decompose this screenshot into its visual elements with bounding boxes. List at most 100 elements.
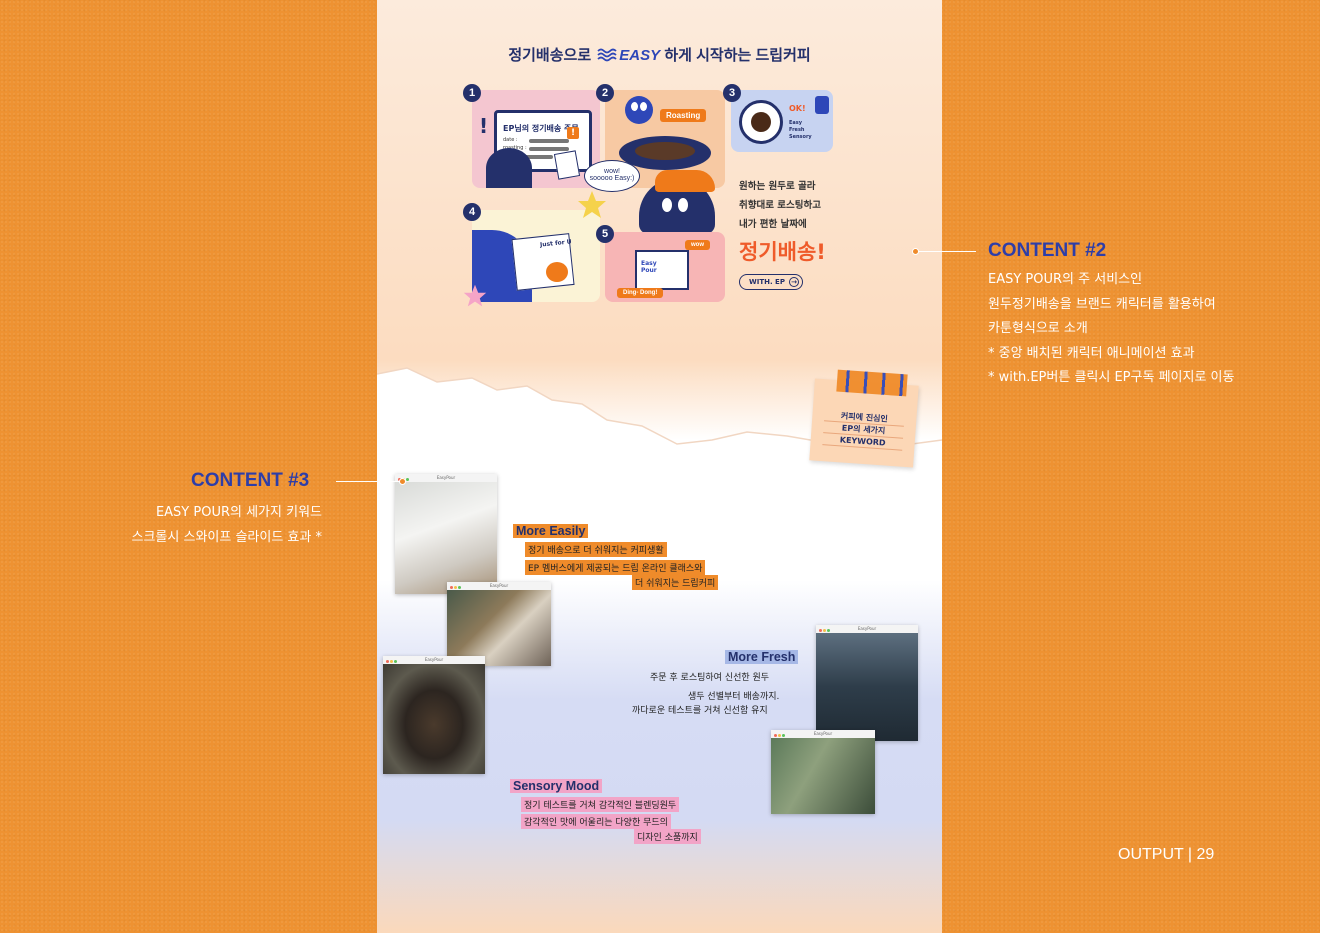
- comic-panel-4: Just for U: [472, 210, 600, 302]
- content2-line: EASY POUR의 주 서비스인: [988, 272, 1143, 287]
- checklist: Easy Fresh Sensory: [789, 120, 812, 141]
- window-dots: [819, 627, 831, 635]
- window-label: EasyPour: [424, 657, 444, 662]
- order-line: [529, 147, 569, 151]
- photo-window-dripper: EasyPour: [383, 656, 485, 774]
- photo-cup-on-table: [816, 633, 918, 741]
- photo-kettle-pour: [395, 482, 497, 594]
- page-footer: OUTPUT | 29: [1118, 846, 1215, 863]
- keyword-line: EP 멤버스에게 제공되는 드립 온라인 클래스와: [525, 560, 706, 575]
- keyword-sensory-mood: Sensory Mood: [510, 779, 603, 793]
- checklist-item: Sensory: [789, 134, 812, 140]
- wow-tag: wow: [685, 240, 710, 250]
- window-titlebar: EasyPour: [771, 730, 875, 738]
- window-dots: [450, 584, 462, 592]
- character-eye: [660, 196, 674, 214]
- character-eye: [676, 196, 690, 214]
- service-copy-line: 원하는 원두로 골라: [739, 181, 816, 192]
- receipt-icon: [553, 150, 581, 180]
- window-titlebar: EasyPour: [395, 474, 497, 482]
- delivery-box: [635, 250, 689, 290]
- with-ep-button[interactable]: WITH. EP →: [739, 274, 803, 290]
- title-text-after: 하게 시작하는 드립커피: [664, 47, 811, 64]
- keyword-line: 주문 후 로스팅하여 신선한 원두: [650, 673, 770, 683]
- photo-window-hand: EasyPour: [771, 730, 875, 814]
- alert-icon: !: [567, 127, 579, 139]
- character-eye: [640, 102, 647, 111]
- character-head: [486, 148, 532, 188]
- content2-line: * with.EP버튼 클릭시 EP구독 페이지로 이동: [988, 370, 1235, 385]
- panel-number-3: 3: [723, 84, 741, 102]
- content2-desc: EASY POUR의 주 서비스인 원두정기배송을 브랜드 캐릭터를 활용하여 …: [988, 268, 1234, 391]
- content2-line: * 중앙 배치된 캐릭터 애니메이션 효과: [988, 345, 1195, 361]
- content3-line: 스크롤시 스와이프 슬라이드 효과 *: [131, 529, 322, 545]
- content3-desc: EASY POUR의 세가지 키워드 스크롤시 스와이프 슬라이드 효과 *: [132, 501, 322, 550]
- character-cap: [655, 170, 715, 192]
- character-blue: [625, 96, 653, 124]
- keyword-line: 생두 선별부터 배송까지.: [688, 692, 780, 702]
- thumbs-up-icon: [815, 96, 829, 114]
- photo-window-cup: EasyPour: [816, 625, 918, 741]
- ding-dong-tag: Ding- Dong!: [617, 288, 664, 298]
- page-title: 정기배송으로 EASY 하게 시작하는 드립커피: [377, 44, 942, 65]
- window-titlebar: EasyPour: [383, 656, 485, 664]
- keyword-more-fresh: More Fresh: [725, 650, 799, 664]
- comic-panel-5: Easy Pour: [605, 232, 725, 302]
- order-title: EP님의 정기배송 주문: [503, 124, 579, 133]
- exclamation-icon: !: [479, 114, 489, 138]
- keyword-line: 정기 배송으로 더 쉬워지는 커피생활: [525, 542, 667, 557]
- note-text: 커피에 진심인 EP의 세가지 KEYWORD: [810, 408, 916, 451]
- content2-line: 카툰형식으로 소개: [988, 321, 1088, 336]
- content2-title: CONTENT #2: [988, 240, 1107, 261]
- with-ep-label: WITH. EP: [749, 278, 785, 286]
- coupon-sticker: [546, 262, 568, 282]
- panel-number-4: 4: [463, 203, 481, 221]
- title-text-before: 정기배송으로: [508, 47, 592, 64]
- character-eye: [631, 102, 638, 111]
- speech-bubble: wow! sooooo Easy:): [584, 160, 640, 192]
- wave-icon: [597, 48, 617, 62]
- roasting-tag: Roasting: [660, 109, 707, 122]
- panel-number-1: 1: [463, 84, 481, 102]
- mockup-page: 정기배송으로 EASY 하게 시작하는 드립커피 EP님의 정기배송 주문 da…: [377, 0, 942, 933]
- photo-window-drip: EasyPour: [447, 582, 551, 666]
- window-dots: [774, 732, 786, 740]
- window-label: EasyPour: [489, 583, 509, 588]
- window-dots: [386, 658, 398, 666]
- checklist-item: Easy: [789, 120, 803, 126]
- content3-leader-dot: [399, 478, 406, 485]
- photo-dripper-server: [383, 664, 485, 774]
- window-label: EasyPour: [813, 731, 833, 736]
- comic-panel-1: EP님의 정기배송 주문 date : roasting : ! !: [472, 90, 600, 188]
- keyword-more-easily: More Easily: [513, 524, 589, 538]
- keyword-line: 정기 테스트를 거쳐 감각적인 블렌딩원두: [521, 797, 680, 812]
- keyword-line: 더 쉬워지는 드립커피: [632, 575, 719, 590]
- checklist-item: Fresh: [789, 127, 805, 133]
- arrow-right-icon: →: [789, 277, 799, 287]
- content3-leader-line: [336, 481, 402, 482]
- bubble-text-easy: sooooo Easy:): [589, 175, 635, 182]
- star-icon: [578, 191, 606, 218]
- photo-coffee-cups: [447, 590, 551, 666]
- panel-number-5: 5: [596, 225, 614, 243]
- keyword-line: 까다로운 테스트를 거쳐 신선함 유지: [632, 706, 768, 716]
- comic-panel-3: OK! Easy Fresh Sensory: [731, 90, 833, 152]
- box-label: Easy Pour: [641, 260, 657, 274]
- panel-number-2: 2: [596, 84, 614, 102]
- service-copy-line: 내가 편한 날짜에: [739, 219, 807, 230]
- keyword-line: 디자인 소품까지: [634, 829, 701, 844]
- service-copy-line: 취향대로 로스팅하고: [739, 200, 821, 211]
- window-titlebar: EasyPour: [447, 582, 551, 590]
- bean: [751, 112, 771, 132]
- star-icon: [463, 284, 487, 307]
- content3-line: EASY POUR의 세가지 키워드: [155, 505, 322, 520]
- keyword-line: 감각적인 맛에 어울리는 다양한 무드의: [521, 814, 671, 829]
- order-field-date: date :: [503, 137, 518, 143]
- window-titlebar: EasyPour: [816, 625, 918, 633]
- order-line: [529, 139, 569, 143]
- ok-label: OK!: [789, 104, 806, 113]
- bubble-text-wow: wow!: [604, 168, 620, 175]
- window-label: EasyPour: [436, 475, 456, 480]
- photo-window-pour: EasyPour: [395, 474, 497, 594]
- service-copy: 원하는 원두로 골라 취향대로 로스팅하고 내가 편한 날짜에: [739, 177, 821, 234]
